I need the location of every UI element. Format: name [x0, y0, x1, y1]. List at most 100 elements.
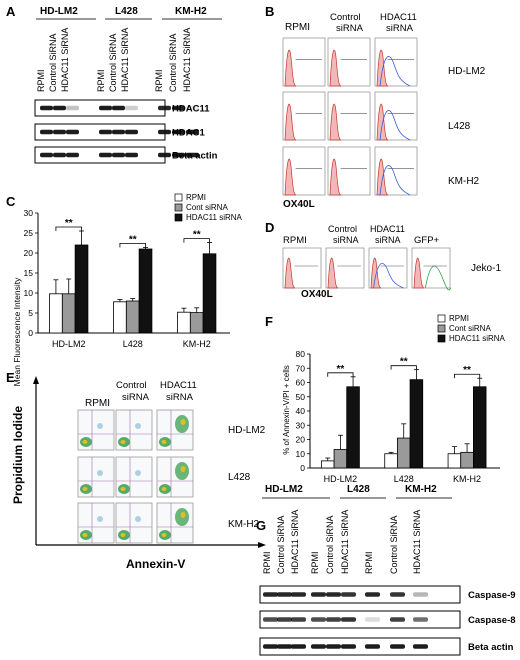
scatter-cloud — [97, 470, 103, 476]
category-label: HD-LM2 — [52, 339, 86, 349]
y-tick-label: 0 — [300, 463, 305, 473]
lane-label: Control SiRNA — [48, 33, 58, 92]
panel-d-col-2-line1: Control — [328, 224, 357, 234]
blot-band — [413, 617, 428, 622]
panel-g-group-1: HD-LM2 — [265, 484, 303, 495]
population-core — [120, 440, 126, 444]
blot-label: Beta actin — [468, 642, 514, 653]
scatter-cloud — [97, 516, 103, 522]
histogram-cell — [327, 91, 371, 141]
panel-a-group-1: HD-LM2 — [40, 6, 78, 17]
population-core — [161, 487, 167, 491]
blot-band — [112, 129, 125, 135]
blot-band — [326, 617, 341, 622]
panel-g-blots: Caspase-9 Caspase-8 Beta actin — [259, 585, 516, 656]
blot-band — [341, 644, 356, 649]
panel-c-chart: 0 5 10 15 20 25 30 ** HD-LM2 ** L428 ** KM-H2 — [24, 208, 230, 349]
panel-f: F % of Annexin-V/PI + cells 0 10 20 30 40 50 6… — [265, 314, 506, 484]
y-tick-label: 10 — [24, 288, 34, 298]
bar — [460, 451, 474, 469]
legend-swatch — [174, 213, 183, 222]
panel-b-histogram-grid — [282, 37, 418, 196]
panel-e-col-2-line2: siRNA — [122, 392, 150, 403]
panel-g: G HD-LM2 L428 KM-H2 RPMI Control SiRNA HDA… — [256, 484, 516, 656]
panel-b-col-1: RPMI — [285, 22, 310, 33]
panel-e-row-1: HD-LM2 — [228, 425, 266, 436]
sirna-histogram — [379, 56, 411, 87]
bar — [125, 300, 140, 334]
bar — [384, 453, 398, 469]
blot-band — [326, 592, 341, 597]
blot-frame — [259, 637, 461, 656]
y-tick-label: 20 — [296, 435, 306, 445]
category-label: KM-H2 — [183, 339, 211, 349]
panel-e-dotplot-grid — [77, 409, 194, 544]
legend-swatch — [174, 193, 183, 202]
gfp-histogram — [424, 265, 452, 291]
histogram-cell — [411, 247, 452, 291]
blot-band — [341, 617, 356, 622]
legend-label: Cont siRNA — [186, 203, 228, 212]
population-core — [161, 533, 167, 537]
legend-label: RPMI — [186, 193, 206, 202]
panel-d-col-3-line2: siRNA — [375, 235, 401, 245]
panel-g-lane-labels: RPMI Control SiRNA HDAC11 SiRNA RPMI Control… — [262, 510, 422, 574]
blot-band — [158, 152, 171, 158]
bar — [49, 293, 63, 334]
category-label: L428 — [394, 474, 414, 484]
panel-e: E RPMI Control siRNA HDAC11 siRNA Propid… — [6, 370, 266, 571]
dotplot-cell — [156, 409, 194, 451]
blot-band — [40, 152, 53, 158]
panel-g-group-2: L428 — [347, 484, 370, 495]
lane-label: Control SiRNA — [276, 515, 286, 574]
y-tick-label: 60 — [296, 378, 306, 388]
blot-band — [326, 644, 341, 649]
blot-band — [40, 105, 53, 111]
blot-band — [53, 152, 66, 158]
category-label: KM-H2 — [453, 474, 481, 484]
significance-label: ** — [65, 218, 73, 229]
panel-b-row-2: L428 — [448, 121, 471, 132]
lane-label: RPMI — [96, 70, 106, 93]
category-label: HD-LM2 — [324, 474, 358, 484]
significance-label: ** — [193, 230, 201, 241]
lane-label: RPMI — [364, 552, 374, 575]
significance-bracket — [119, 243, 146, 248]
category-label: L428 — [123, 339, 143, 349]
blot-band — [277, 592, 292, 597]
control-histogram — [284, 257, 296, 289]
histogram-cell — [282, 37, 326, 87]
blot-label: Beta actin — [172, 151, 218, 162]
blot-band — [112, 152, 125, 158]
histogram-cell — [282, 146, 326, 196]
scatter-cloud — [97, 423, 103, 429]
blot-band — [40, 129, 53, 135]
panel-f-ylabel: % of Annexin-V/PI + cells — [282, 365, 291, 455]
panel-b-col-3-line2: siRNA — [386, 23, 414, 34]
blot-band — [263, 592, 278, 597]
bar — [177, 311, 191, 334]
blot-band — [66, 129, 79, 135]
significance-label: ** — [337, 364, 345, 375]
scatter-cloud — [135, 516, 141, 522]
dotplot-cell — [115, 502, 153, 544]
control-histogram — [329, 158, 342, 196]
blot-band — [291, 617, 306, 622]
panel-c: C Mean Fluorescence Intensity 0 5 10 15 20 25… — [6, 193, 243, 386]
panel-d: D RPMI Control siRNA HDAC11 siRNA GFP+ J… — [265, 220, 501, 300]
blot-band — [112, 105, 125, 111]
population-core — [120, 533, 126, 537]
significance-bracket — [454, 373, 481, 379]
sirna-histogram — [379, 110, 411, 141]
lane-label: HDAC11 SiRNA — [412, 510, 422, 574]
y-tick-label: 5 — [28, 308, 33, 318]
panel-e-xlabel: Annexin-V — [126, 557, 185, 571]
blot-band — [390, 592, 405, 597]
significance-label: ** — [400, 357, 408, 368]
dotplot-cell — [115, 409, 153, 451]
panel-d-xlabel: OX40L — [301, 289, 333, 300]
panel-a-lane-labels: RPMI Control SiRNA HDAC11 SiRNA RPMI Control… — [36, 28, 192, 92]
y-tick-label: 50 — [296, 392, 306, 402]
